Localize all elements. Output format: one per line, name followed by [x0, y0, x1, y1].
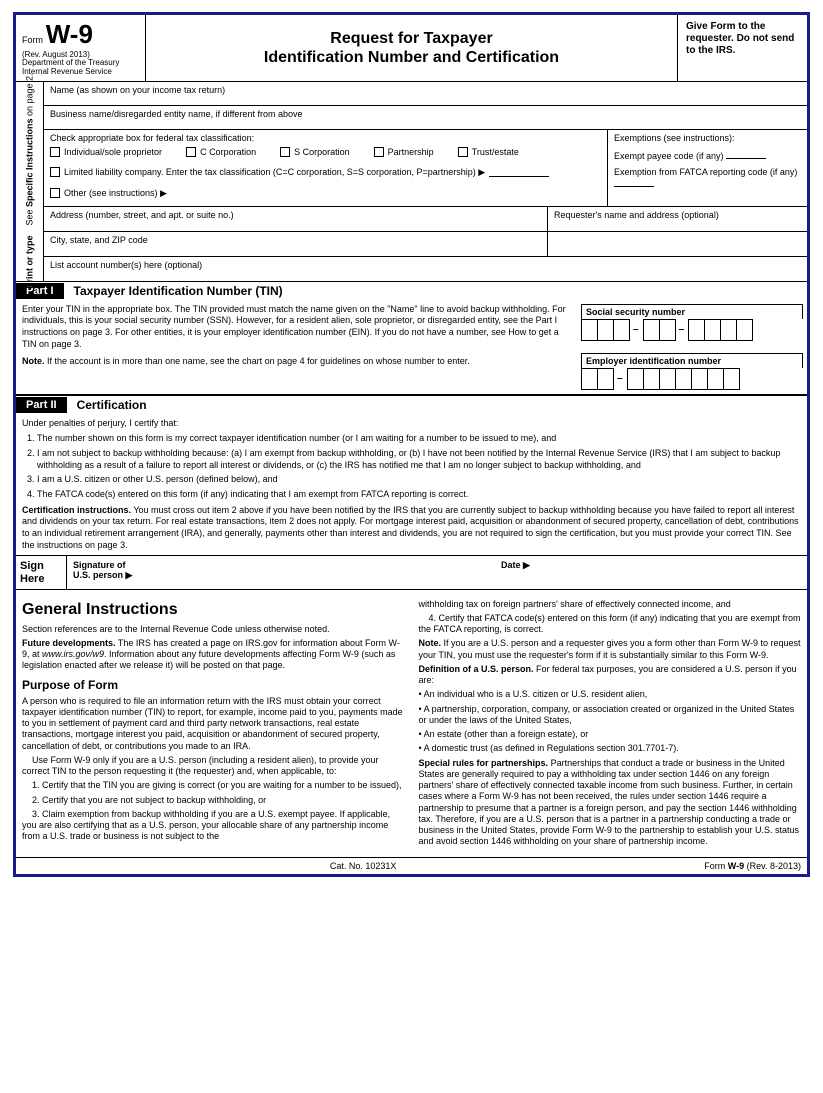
classification-row: Check appropriate box for federal tax cl…: [44, 130, 807, 207]
date-field[interactable]: Date ▶: [501, 560, 801, 584]
col2-note-text: If you are a U.S. person and a requester…: [419, 638, 801, 659]
tin-boxes: Social security number – – Employer iden…: [577, 300, 807, 394]
certification-section: Under penalties of perjury, I certify th…: [16, 414, 807, 556]
label-individual: Individual/sole proprietor: [64, 147, 162, 157]
classification-left: Check appropriate box for federal tax cl…: [44, 130, 607, 206]
col2-b4: • A domestic trust (as defined in Regula…: [419, 743, 802, 754]
part2-label: Part II: [16, 397, 67, 413]
label-trust: Trust/estate: [472, 147, 519, 157]
part2-title: Certification: [67, 396, 157, 414]
purpose-li3: 3. Claim exemption from backup withholdi…: [22, 809, 405, 843]
form-header: Form W-9 (Rev. August 2013) Department o…: [16, 15, 807, 82]
cert-item3: I am a U.S. citizen or other U.S. person…: [37, 474, 801, 486]
business-name-field[interactable]: Business name/disregarded entity name, i…: [44, 106, 807, 130]
purpose-title: Purpose of Form: [22, 678, 405, 693]
checkbox-other[interactable]: [50, 188, 60, 198]
title-line1: Request for Taxpayer: [154, 29, 669, 48]
fatca-exempt-label: Exemption from FATCA reporting code (if …: [614, 167, 797, 177]
checkbox-individual[interactable]: [50, 147, 60, 157]
main-section: Print or type See Specific Instructions …: [16, 82, 807, 281]
col2-p1: withholding tax on foreign partners' sha…: [419, 599, 802, 610]
tin-section: Enter your TIN in the appropriate box. T…: [16, 300, 807, 395]
part1-header: Part I Taxpayer Identification Number (T…: [16, 281, 807, 300]
exemptions-box: Exemptions (see instructions): Exempt pa…: [607, 130, 807, 206]
label-ccorp: C Corporation: [200, 147, 256, 157]
checkbox-ccorp[interactable]: [186, 147, 196, 157]
cert-item1: The number shown on this form is my corr…: [37, 433, 801, 445]
w9-form: Form W-9 (Rev. August 2013) Department o…: [13, 12, 810, 877]
signature-field[interactable]: Signature ofU.S. person ▶: [73, 560, 501, 584]
col2-b3: • An estate (other than a foreign estate…: [419, 729, 802, 740]
cert-item2: I am not subject to backup withholding b…: [37, 448, 801, 471]
exempt-payee-input[interactable]: [726, 149, 766, 159]
sign-row: SignHere Signature ofU.S. person ▶ Date …: [16, 555, 807, 589]
form-reference: Form W-9 (Rev. 8-2013): [704, 861, 801, 871]
purpose-p1: A person who is required to file an info…: [22, 696, 405, 752]
address-field[interactable]: Address (number, street, and apt. or sui…: [44, 207, 547, 231]
instructions-col2: withholding tax on foreign partners' sha…: [419, 596, 802, 851]
name-field[interactable]: Name (as shown on your income tax return…: [44, 82, 807, 106]
general-instructions-title: General Instructions: [22, 600, 405, 620]
col2-b2: • A partnership, corporation, company, o…: [419, 704, 802, 727]
account-numbers-field[interactable]: List account number(s) here (optional): [44, 257, 807, 281]
part1-title: Taxpayer Identification Number (TIN): [64, 282, 293, 300]
cert-item4: The FATCA code(s) entered on this form (…: [37, 489, 801, 501]
ssn-boxes[interactable]: – –: [581, 319, 803, 341]
checkbox-partnership[interactable]: [374, 147, 384, 157]
label-other: Other (see instructions) ▶: [64, 188, 167, 199]
instructions-col1: General Instructions Section references …: [22, 596, 405, 851]
requester-field-cont[interactable]: [547, 232, 807, 256]
exemptions-label: Exemptions (see instructions):: [614, 133, 801, 143]
form-label: Form: [22, 35, 43, 45]
city-row: City, state, and ZIP code: [44, 232, 807, 257]
section-ref: Section references are to the Internal R…: [22, 624, 405, 635]
sign-here-label: SignHere: [16, 556, 66, 588]
label-llc: Limited liability company. Enter the tax…: [64, 167, 485, 178]
col2-b1: • An individual who is a U.S. citizen or…: [419, 689, 802, 700]
fields-area: Name (as shown on your income tax return…: [44, 82, 807, 281]
tin-text1: Enter your TIN in the appropriate box. T…: [22, 304, 566, 349]
cert-instructions-text: You must cross out item 2 above if you h…: [22, 505, 799, 550]
purpose-li1: 1. Certify that the TIN you are giving i…: [22, 780, 405, 791]
col2-special-text: Partnerships that conduct a trade or bus…: [419, 758, 800, 847]
form-number: W-9: [46, 19, 93, 49]
header-right: Give Form to the requester. Do not send …: [677, 15, 807, 81]
sidebar: Print or type See Specific Instructions …: [16, 82, 44, 281]
checkbox-trust[interactable]: [458, 147, 468, 157]
label-scorp: S Corporation: [294, 147, 350, 157]
checkbox-scorp[interactable]: [280, 147, 290, 157]
city-field[interactable]: City, state, and ZIP code: [44, 232, 547, 256]
ssn-label: Social security number: [581, 304, 803, 319]
fatca-exempt-input[interactable]: [614, 177, 654, 187]
purpose-li2: 2. Certify that you are not subject to b…: [22, 795, 405, 806]
tin-note: If the account is in more than one name,…: [47, 356, 470, 366]
col2-li4: 4. Certify that FATCA code(s) entered on…: [419, 613, 802, 636]
part1-label: Part I: [16, 283, 64, 299]
requester-field[interactable]: Requester's name and address (optional): [547, 207, 807, 231]
llc-classification-input[interactable]: [489, 167, 549, 177]
footer: Cat. No. 10231X Form W-9 (Rev. 8-2013): [16, 857, 807, 874]
header-center: Request for Taxpayer Identification Numb…: [146, 15, 677, 81]
address-row: Address (number, street, and apt. or sui…: [44, 207, 807, 232]
instructions: General Instructions Section references …: [16, 590, 807, 857]
ein-label: Employer identification number: [581, 353, 803, 368]
checkbox-llc[interactable]: [50, 167, 60, 177]
part2-header: Part II Certification: [16, 395, 807, 414]
cert-intro: Under penalties of perjury, I certify th…: [22, 418, 801, 430]
ein-boxes[interactable]: –: [581, 368, 803, 390]
label-partnership: Partnership: [388, 147, 434, 157]
exempt-payee-label: Exempt payee code (if any): [614, 151, 724, 161]
purpose-p2: Use Form W-9 only if you are a U.S. pers…: [22, 755, 405, 778]
sign-fields: Signature ofU.S. person ▶ Date ▶: [66, 556, 807, 588]
sidebar-text: Print or type See Specific Instructions …: [25, 74, 35, 289]
classification-label: Check appropriate box for federal tax cl…: [50, 133, 601, 143]
catalog-number: Cat. No. 10231X: [330, 861, 397, 871]
tin-text: Enter your TIN in the appropriate box. T…: [16, 300, 577, 394]
header-left: Form W-9 (Rev. August 2013) Department o…: [16, 15, 146, 81]
department: Department of the Treasury Internal Reve…: [22, 59, 139, 77]
title-line2: Identification Number and Certification: [154, 48, 669, 67]
